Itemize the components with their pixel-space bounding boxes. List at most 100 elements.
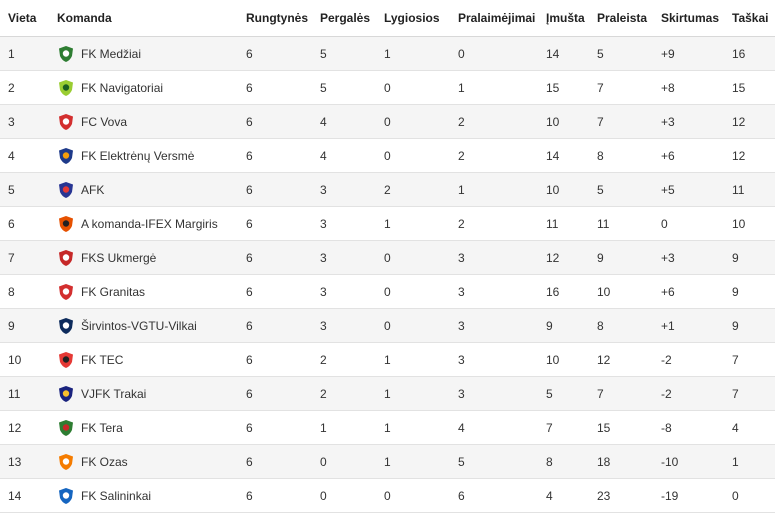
row-wins: 2 (320, 386, 327, 401)
row-draws: 1 (384, 454, 391, 469)
row-played: 6 (246, 46, 253, 61)
row-losses: 2 (458, 148, 465, 163)
row-team[interactable]: FK TEC (49, 351, 238, 369)
row-wins: 1 (320, 420, 327, 435)
row-team[interactable]: FK Granitas (49, 283, 238, 301)
row-goals-for: 7 (546, 420, 553, 435)
row-goals-against: 23 (597, 488, 611, 503)
row-goals-for: 10 (546, 182, 560, 197)
row-goals-for: 5 (546, 386, 553, 401)
table-header-row: Vieta Komanda Rungtynės Pergalės Lygiosi… (0, 0, 775, 37)
row-goals-against: 12 (597, 352, 611, 367)
team-name[interactable]: FK Tera (81, 420, 123, 435)
row-losses: 3 (458, 352, 465, 367)
team-name[interactable]: A komanda-IFEX Margiris (81, 216, 218, 231)
row-team[interactable]: FC Vova (49, 113, 238, 131)
row-team[interactable]: FK Salininkai (49, 487, 238, 505)
row-losses: 2 (458, 216, 465, 231)
team-name[interactable]: Širvintos-VGTU-Vilkai (81, 318, 197, 333)
row-wins: 0 (320, 454, 327, 469)
header-goal-difference[interactable]: Skirtumas (661, 11, 720, 25)
row-team[interactable]: Širvintos-VGTU-Vilkai (49, 317, 238, 335)
row-position: 6 (8, 216, 15, 231)
row-goals-for: 11 (546, 216, 559, 231)
row-draws: 0 (384, 114, 391, 129)
row-played: 6 (246, 318, 253, 333)
row-wins: 4 (320, 148, 327, 163)
team-name[interactable]: FK Granitas (81, 284, 146, 299)
row-played: 6 (246, 148, 253, 163)
row-draws: 0 (384, 318, 391, 333)
header-points[interactable]: Taškai (732, 11, 769, 25)
team-name[interactable]: FK Medžiai (81, 46, 142, 61)
row-team[interactable]: FK Ozas (49, 453, 238, 471)
table-row: 5 AFK 6 3 2 1 10 5 +5 11 (0, 173, 775, 207)
row-losses: 3 (458, 250, 465, 265)
team-name[interactable]: FK Elektrėnų Versmė (81, 148, 195, 163)
table-row: 4 FK Elektrėnų Versmė 6 4 0 2 14 8 +6 12 (0, 139, 775, 173)
row-goals-against: 15 (597, 420, 611, 435)
row-played: 6 (246, 114, 253, 129)
header-played[interactable]: Rungtynės (246, 11, 309, 25)
row-played: 6 (246, 80, 253, 95)
team-name[interactable]: FK TEC (81, 352, 124, 367)
row-team[interactable]: FK Elektrėnų Versmė (49, 147, 238, 165)
row-played: 6 (246, 182, 253, 197)
header-goals-against[interactable]: Praleista (597, 11, 648, 25)
team-name[interactable]: FC Vova (81, 114, 128, 129)
row-wins: 0 (320, 488, 327, 503)
table-row: 8 FK Granitas 6 3 0 3 16 10 +6 9 (0, 275, 775, 309)
team-name[interactable]: FK Ozas (81, 454, 128, 469)
row-goal-difference: +1 (661, 318, 675, 333)
navigatoriai-crest-icon (59, 79, 73, 96)
row-goal-difference: +6 (661, 284, 675, 299)
team-name[interactable]: FK Navigatoriai (81, 80, 164, 95)
row-points: 9 (732, 284, 739, 299)
row-team[interactable]: FK Navigatoriai (49, 79, 238, 97)
header-position[interactable]: Vieta (8, 11, 37, 25)
row-wins: 4 (320, 114, 327, 129)
row-losses: 6 (458, 488, 465, 503)
header-team[interactable]: Komanda (57, 11, 112, 25)
table-row: 14 FK Salininkai 6 0 0 6 4 23 -19 0 (0, 479, 775, 513)
row-draws: 0 (384, 488, 391, 503)
ozas-crest-icon (59, 453, 73, 470)
row-team[interactable]: FKS Ukmergė (49, 249, 238, 267)
row-played: 6 (246, 454, 253, 469)
row-wins: 3 (320, 284, 327, 299)
team-name[interactable]: FK Salininkai (81, 488, 152, 503)
row-position: 14 (8, 488, 22, 503)
row-draws: 2 (384, 182, 391, 197)
team-name[interactable]: FKS Ukmergė (81, 250, 157, 265)
row-team[interactable]: FK Tera (49, 419, 238, 437)
row-goals-against: 11 (597, 216, 610, 231)
row-team[interactable]: FK Medžiai (49, 45, 238, 63)
table-row: 11 VJFK Trakai 6 2 1 3 5 7 -2 7 (0, 377, 775, 411)
row-losses: 2 (458, 114, 465, 129)
margiris-crest-icon (59, 215, 73, 232)
granitas-crest-icon (59, 283, 73, 300)
table-row: 3 FC Vova 6 4 0 2 10 7 +3 12 (0, 105, 775, 139)
row-team[interactable]: VJFK Trakai (49, 385, 238, 403)
row-position: 12 (8, 420, 22, 435)
row-position: 1 (8, 46, 15, 61)
header-goals-for[interactable]: Įmušta (546, 11, 585, 25)
header-draws[interactable]: Lygiosios (384, 11, 440, 25)
row-wins: 3 (320, 318, 327, 333)
row-goals-for: 15 (546, 80, 560, 95)
team-name[interactable]: AFK (81, 182, 105, 197)
row-draws: 1 (384, 216, 391, 231)
header-losses[interactable]: Pralaimėjimai (458, 11, 536, 25)
row-wins: 2 (320, 352, 327, 367)
row-team[interactable]: A komanda-IFEX Margiris (49, 215, 238, 233)
row-team[interactable]: AFK (49, 181, 238, 199)
row-position: 9 (8, 318, 15, 333)
row-losses: 1 (458, 182, 465, 197)
trakai-crest-icon (59, 385, 73, 402)
team-name[interactable]: VJFK Trakai (81, 386, 147, 401)
header-wins[interactable]: Pergalės (320, 11, 371, 25)
row-wins: 3 (320, 216, 327, 231)
row-goals-against: 8 (597, 148, 604, 163)
row-played: 6 (246, 216, 253, 231)
